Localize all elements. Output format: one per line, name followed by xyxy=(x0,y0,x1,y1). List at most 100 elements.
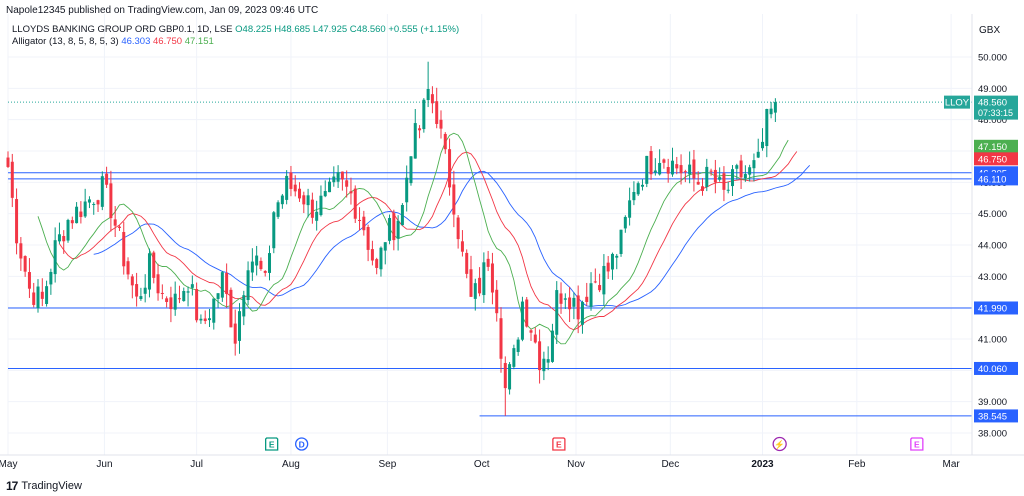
candle-body xyxy=(396,220,400,239)
candle-body xyxy=(418,128,422,131)
price-tick-label: 50.000 xyxy=(978,53,1007,64)
candle-body xyxy=(756,151,760,158)
price-tick-label: 41.000 xyxy=(978,335,1007,346)
candle-body xyxy=(508,364,512,390)
candle-body xyxy=(345,180,349,187)
candle-body xyxy=(152,252,156,278)
candle-body xyxy=(237,311,241,341)
candle-body xyxy=(139,296,143,300)
candle-body xyxy=(478,277,482,294)
candle-body xyxy=(610,253,614,270)
price-tick-label: 49.000 xyxy=(978,84,1007,95)
candle-body xyxy=(105,173,109,185)
candle-body xyxy=(255,255,259,266)
indicator-tag-bg xyxy=(974,139,1018,153)
time-tick-label: May xyxy=(0,459,17,470)
candle-body xyxy=(306,195,310,206)
candle-body xyxy=(598,285,602,291)
candle-body xyxy=(293,184,297,192)
time-tick-label: Feb xyxy=(848,459,866,470)
candle-body xyxy=(32,292,36,305)
candle-body xyxy=(679,165,683,174)
candle-body xyxy=(165,298,169,303)
grid xyxy=(7,14,972,455)
candle-body xyxy=(79,211,83,218)
candle-body xyxy=(426,88,430,101)
candle-body xyxy=(315,211,319,221)
event-markers: E D E ⚡ E xyxy=(265,436,924,452)
teeth-value: 46.750 xyxy=(153,36,183,47)
level-tag-bg xyxy=(974,409,1018,423)
candle-body xyxy=(563,298,567,300)
candle-body xyxy=(19,243,23,259)
earnings-icon xyxy=(552,437,566,451)
candle-body xyxy=(40,291,44,299)
candle-body xyxy=(375,259,379,268)
candle-body xyxy=(216,293,220,299)
candle-body xyxy=(182,291,186,302)
publisher-line: Napole12345 published on TradingView.com… xyxy=(6,5,319,16)
candle-body xyxy=(358,219,362,221)
candle-body xyxy=(143,287,147,294)
candle-body xyxy=(220,272,224,298)
candle-body xyxy=(465,252,469,274)
price-tick-label: 48.000 xyxy=(978,115,1007,126)
candle-body xyxy=(117,226,121,228)
candle-body xyxy=(469,269,473,297)
candle-body xyxy=(632,192,636,201)
level-tag-bg xyxy=(974,361,1018,375)
candle-body xyxy=(735,165,739,169)
candle-body xyxy=(177,298,181,300)
candle-body xyxy=(225,272,229,294)
candle-body xyxy=(666,167,670,174)
candle-body xyxy=(392,213,396,241)
candle-body xyxy=(250,261,254,273)
alligator-lips-line xyxy=(37,132,789,345)
candle-body xyxy=(645,155,649,184)
candle-body xyxy=(688,164,692,175)
candle-body xyxy=(743,174,747,179)
symbol-legend: LLOYDS BANKING GROUP ORD GBP0.1, 1D, LSE… xyxy=(12,24,459,35)
candle-body xyxy=(533,334,537,343)
candle-body xyxy=(96,200,100,205)
candle-body xyxy=(512,348,516,367)
candle-body xyxy=(280,195,284,205)
candle-body xyxy=(379,247,383,270)
candle-body xyxy=(298,188,302,199)
alligator-jaw-line xyxy=(93,164,811,308)
candle-body xyxy=(87,199,91,203)
lips-value: 47.151 xyxy=(184,36,214,47)
candle-body xyxy=(242,295,246,317)
candle-body xyxy=(572,297,576,307)
horizontal-lines xyxy=(8,101,972,417)
symbol-title: LLOYDS BANKING GROUP ORD GBP0.1, 1D, LSE xyxy=(12,24,233,35)
candle-body xyxy=(658,162,662,175)
candle-body xyxy=(593,281,597,283)
candle-body xyxy=(559,293,563,304)
candle-body xyxy=(100,176,104,207)
candle-body xyxy=(773,102,777,113)
candle-body xyxy=(662,159,666,163)
alligator-indicator xyxy=(37,132,811,345)
time-axis: May Jun Jul Aug Sep Oct Nov Dec 2023 Feb Mar xyxy=(0,454,1024,470)
candle-body xyxy=(739,160,743,178)
candle-body xyxy=(409,156,413,184)
tradingview-logo-icon: 17 xyxy=(6,479,18,493)
event-label: E xyxy=(269,440,275,450)
candle-body xyxy=(276,202,280,217)
candle-body xyxy=(546,359,550,363)
candle-body xyxy=(413,123,417,159)
candle-body xyxy=(696,181,700,185)
candle-body xyxy=(538,341,542,371)
candle-body xyxy=(456,217,460,240)
candle-body xyxy=(45,286,49,304)
candles xyxy=(6,61,777,416)
level-tag-bg xyxy=(974,172,1018,186)
candle-body xyxy=(302,195,306,205)
candle-body xyxy=(576,295,580,320)
indicator-tag: 46.750 xyxy=(978,154,1007,165)
indicator-tag: 47.150 xyxy=(978,142,1007,153)
candle-body xyxy=(130,276,134,286)
candle-body xyxy=(636,183,640,195)
